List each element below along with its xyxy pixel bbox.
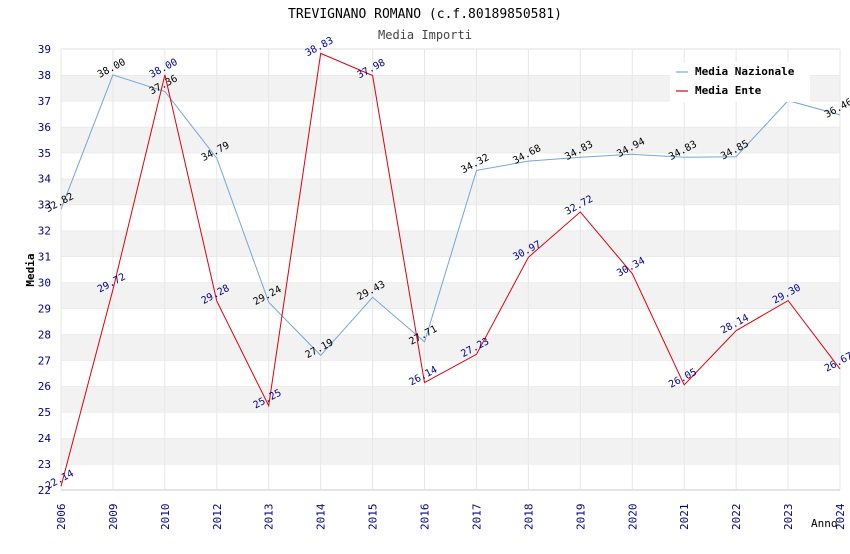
grid-band — [61, 386, 840, 413]
y-tick-label: 39 — [38, 43, 51, 56]
grid-band — [61, 204, 840, 231]
grid-bands — [61, 48, 840, 490]
grid-band — [61, 438, 840, 465]
grid-band — [61, 464, 840, 490]
y-tick-label: 25 — [38, 406, 51, 419]
x-tick-label: 2023 — [782, 504, 795, 531]
grid-band — [61, 256, 840, 283]
x-tick-label: 2006 — [55, 504, 68, 531]
legend: Media Nazionale Media Ente — [670, 62, 810, 102]
grid-band — [61, 230, 840, 257]
y-tick-label: 31 — [38, 251, 51, 264]
y-tick-label: 22 — [38, 484, 51, 497]
x-tick-label: 2021 — [678, 504, 691, 531]
chart-title: TREVIGNANO ROMANO (c.f.80189850581) — [288, 7, 562, 22]
legend-label-nazionale: Media Nazionale — [695, 65, 795, 78]
x-tick-label: 2022 — [730, 504, 743, 531]
x-tick-label: 2015 — [367, 504, 380, 531]
series-lines — [60, 52, 841, 487]
x-tick-label: 2016 — [419, 504, 432, 531]
grid-band — [61, 100, 840, 127]
grid-band — [61, 308, 840, 335]
x-tick-label: 2020 — [626, 504, 639, 531]
x-tick-label: 2024 — [834, 503, 847, 530]
y-tick-label: 29 — [38, 302, 51, 315]
x-tick-label: 2019 — [574, 504, 587, 531]
x-tick-label: 2017 — [470, 504, 483, 531]
y-tick-label: 34 — [38, 173, 52, 186]
y-tick-label: 36 — [38, 121, 51, 134]
y-tick-label: 35 — [38, 147, 51, 160]
series-line-nazionale — [60, 74, 841, 357]
x-tick-label: 2010 — [159, 504, 172, 531]
y-tick-label: 23 — [38, 458, 51, 471]
y-tick-label: 27 — [38, 354, 51, 367]
y-axis-label: Media — [24, 253, 37, 286]
x-tick-label: 2018 — [522, 504, 535, 531]
grid-band — [61, 178, 840, 205]
y-tick-label: 24 — [38, 432, 52, 445]
grid-band — [61, 282, 840, 309]
chart-subtitle: Media Importi — [378, 28, 472, 42]
y-tick-label: 37 — [38, 95, 51, 108]
y-tick-label: 26 — [38, 380, 51, 393]
series-line-ente — [60, 52, 841, 487]
x-tick-label: 2013 — [263, 504, 276, 531]
legend-background — [670, 62, 810, 102]
y-tick-label: 32 — [38, 225, 51, 238]
axes — [60, 49, 841, 491]
x-axis-label: Anno — [811, 517, 838, 530]
grid-band — [61, 412, 840, 439]
x-tick-label: 2014 — [315, 503, 328, 530]
y-tick-label: 30 — [38, 276, 51, 289]
x-tick-labels: 2006 2009 2010 2012 2013 2014 2015 2016 2017 2018… — [55, 503, 847, 530]
y-tick-label: 38 — [38, 69, 51, 82]
legend-label-ente: Media Ente — [695, 84, 762, 97]
x-tick-label: 2009 — [107, 504, 120, 531]
y-tick-labels: 22 23 24 25 26 27 28 29 30 31 32 33 34 35 36 37 38 39 — [38, 43, 52, 497]
y-tick-label: 33 — [38, 199, 51, 212]
grid-band — [61, 126, 840, 153]
y-tick-label: 28 — [38, 328, 51, 341]
grid-band — [61, 334, 840, 361]
x-tick-label: 2012 — [211, 504, 224, 531]
grid-band — [61, 360, 840, 387]
